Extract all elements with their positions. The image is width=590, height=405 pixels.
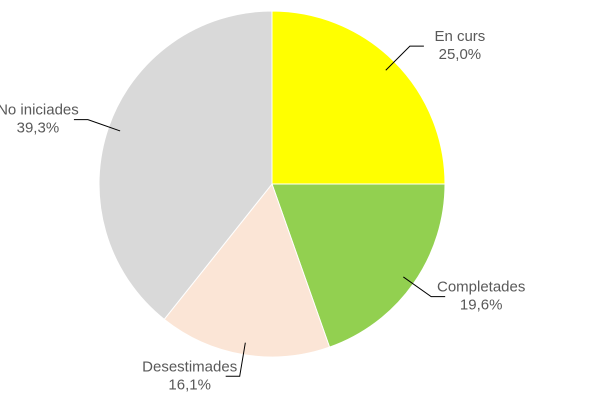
slice-label: Completades	[437, 279, 525, 296]
slice-label: Desestimades	[142, 358, 237, 375]
pie-slice	[271, 10, 446, 185]
leader-line	[385, 45, 424, 71]
slice-label: No iniciades	[0, 102, 79, 119]
slice-label: En curs	[434, 28, 485, 45]
slice-value-label: 39,3%	[17, 120, 60, 137]
leader-line	[225, 342, 246, 377]
slice-value-label: 16,1%	[168, 376, 211, 393]
slice-value-label: 19,6%	[460, 297, 503, 314]
leader-line	[73, 119, 121, 132]
leader-line	[403, 276, 446, 298]
slice-value-label: 25,0%	[439, 46, 482, 63]
